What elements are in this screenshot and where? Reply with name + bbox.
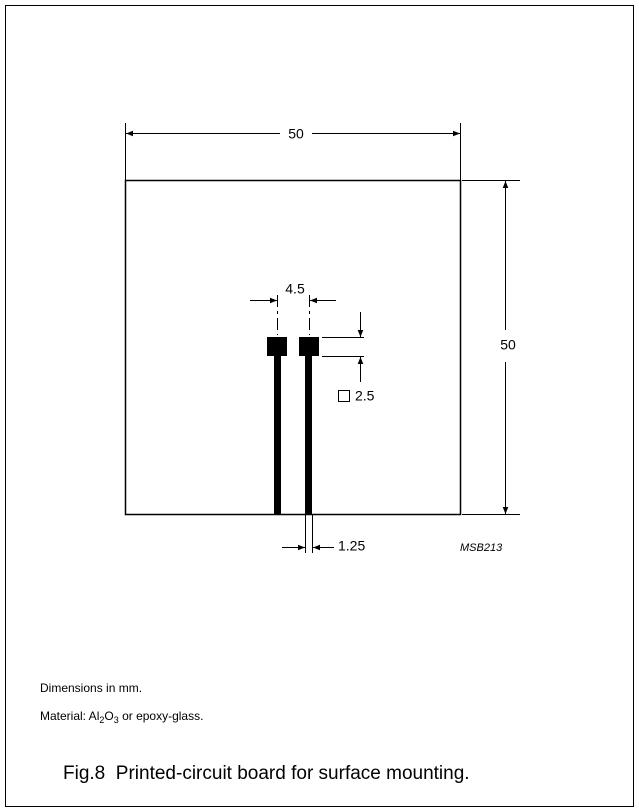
material-mid: O xyxy=(104,709,113,723)
material-note: Material: Al2O3 or epoxy-glass. xyxy=(40,709,203,725)
material-sub: 3 xyxy=(114,715,119,725)
dimensions-note: Dimensions in mm. xyxy=(40,681,142,695)
height-label: 50 xyxy=(500,337,516,353)
material-sub: 2 xyxy=(99,715,104,725)
frame xyxy=(5,5,634,807)
pitch-label: 4.5 xyxy=(285,281,305,297)
trace-width-label: 1.25 xyxy=(338,538,365,554)
material-suffix: or epoxy-glass. xyxy=(119,709,204,723)
width-label: 50 xyxy=(288,126,304,142)
material-prefix: Material: Al xyxy=(40,709,99,723)
trace-width-dimension xyxy=(282,515,334,553)
pad-size-label: 2.5 xyxy=(355,388,375,404)
caption: Fig.8 Printed-circuit board for surface … xyxy=(63,763,470,784)
pad-size-dimension xyxy=(322,312,364,402)
board xyxy=(124,179,462,516)
pitch-dimension xyxy=(250,295,336,335)
height-dimension xyxy=(462,180,520,515)
width-dimension xyxy=(125,123,461,180)
pads-traces xyxy=(267,337,319,515)
drawing-code: MSB213 xyxy=(460,542,503,554)
